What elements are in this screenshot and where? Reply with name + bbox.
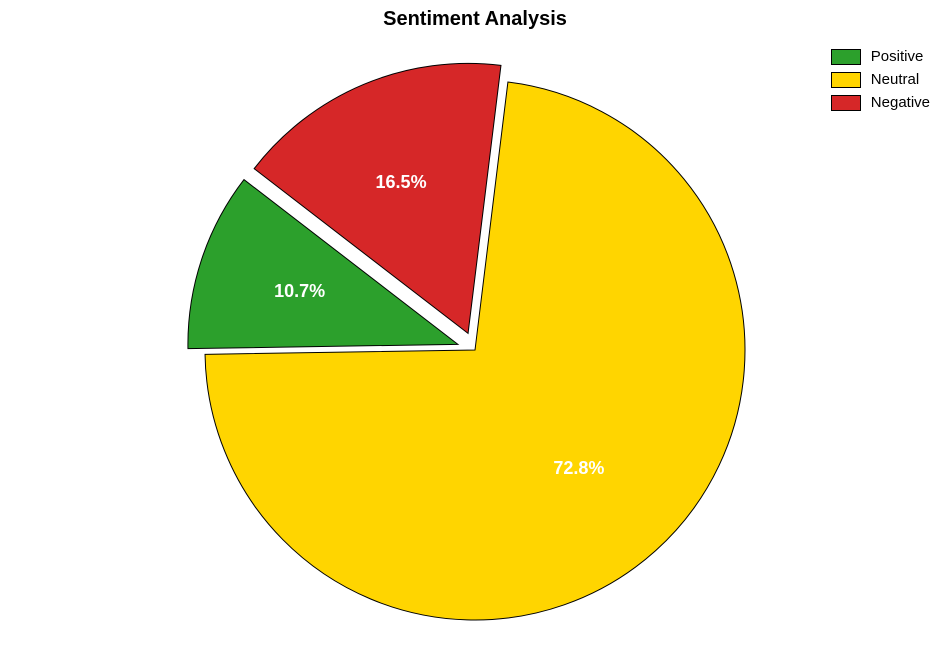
pie-chart bbox=[0, 40, 950, 662]
chart-container: Sentiment Analysis 72.8% 10.7% 16.5% Posit… bbox=[0, 0, 950, 662]
legend-label-neutral: Neutral bbox=[871, 71, 919, 88]
slice-label-positive: 10.7% bbox=[274, 281, 325, 302]
legend-item-positive: Positive bbox=[831, 48, 930, 65]
legend-label-negative: Negative bbox=[871, 94, 930, 111]
legend-label-positive: Positive bbox=[871, 48, 924, 65]
legend-swatch-neutral bbox=[831, 72, 861, 88]
slice-label-neutral: 72.8% bbox=[553, 458, 604, 479]
legend-swatch-negative bbox=[831, 95, 861, 111]
legend-item-neutral: Neutral bbox=[831, 71, 930, 88]
legend-swatch-positive bbox=[831, 49, 861, 65]
chart-title: Sentiment Analysis bbox=[383, 8, 567, 31]
slice-label-negative: 16.5% bbox=[376, 172, 427, 193]
legend: Positive Neutral Negative bbox=[831, 48, 930, 117]
legend-item-negative: Negative bbox=[831, 94, 930, 111]
